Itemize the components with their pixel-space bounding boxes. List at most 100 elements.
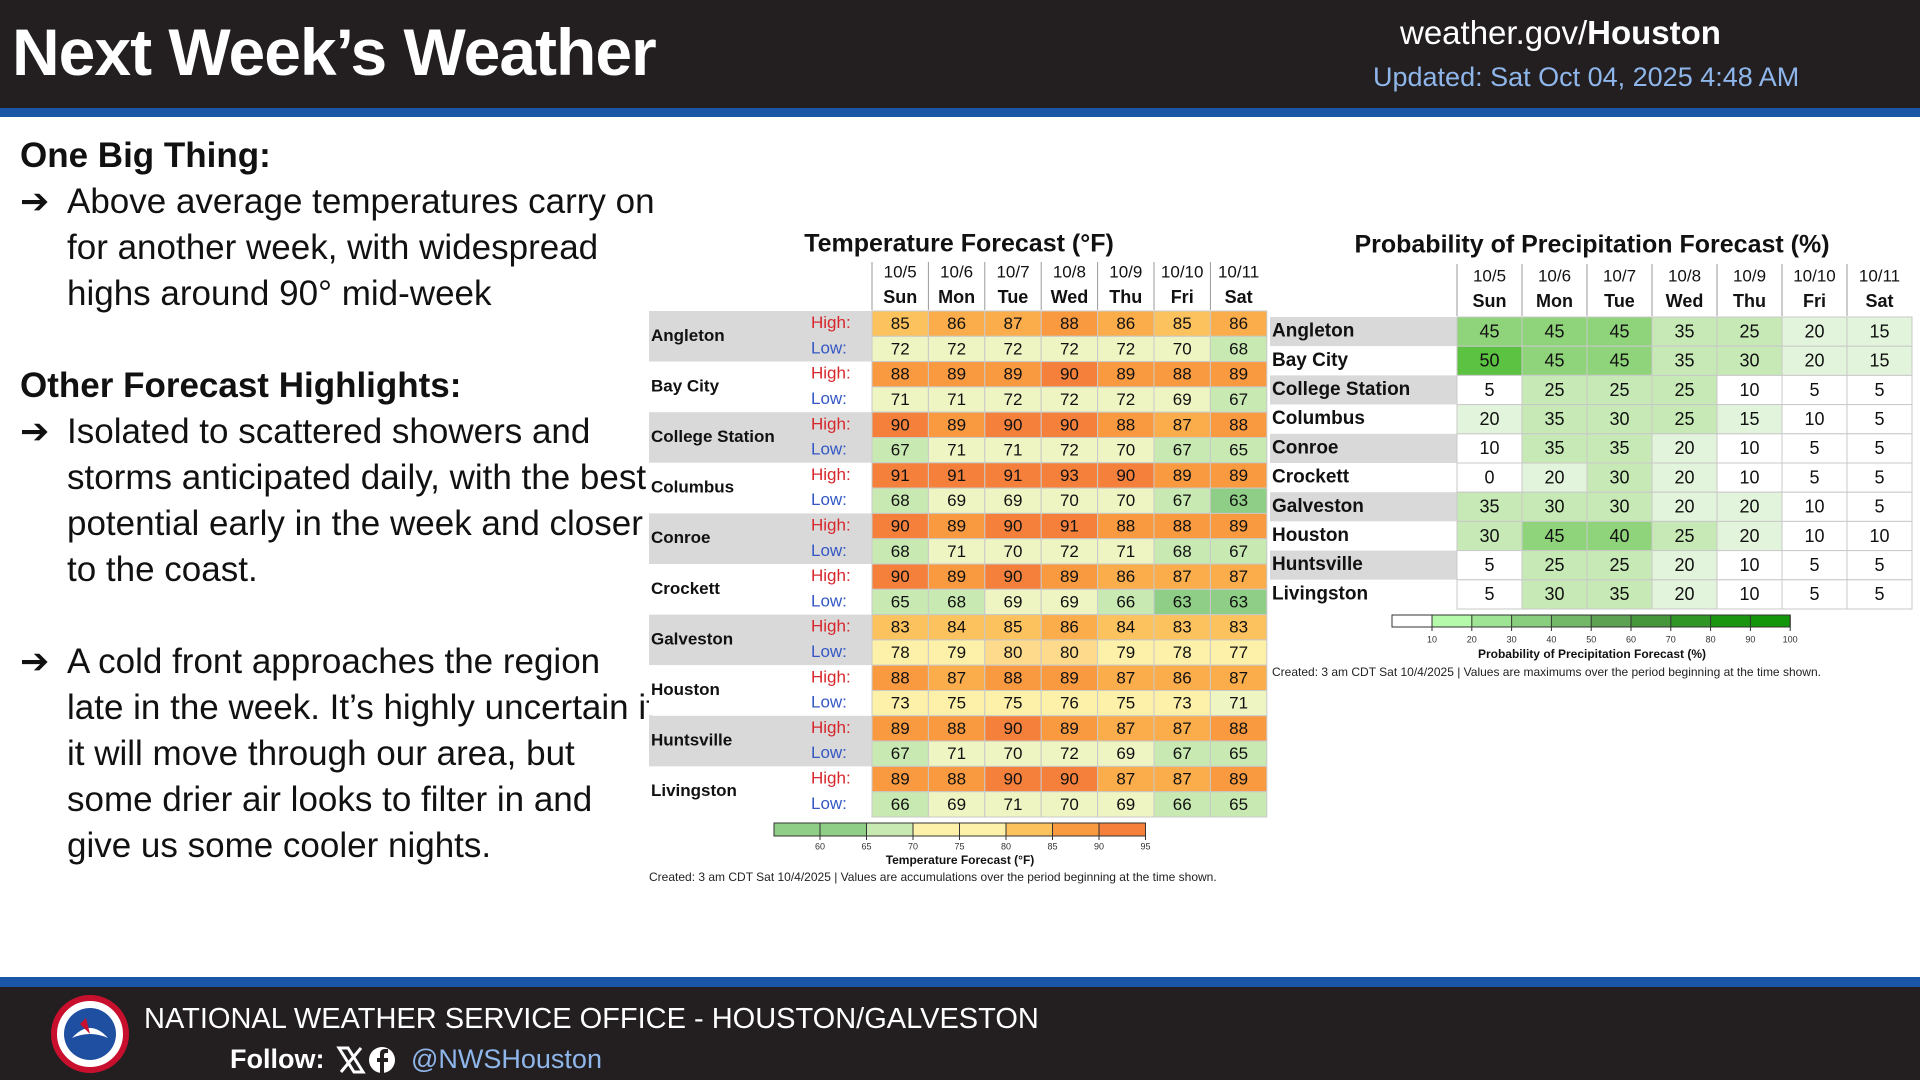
temp-cell	[927, 411, 986, 439]
social-icons[interactable]	[336, 1045, 396, 1075]
bullet-text: A cold front approaches the region late …	[67, 642, 656, 865]
temp-value: 88	[891, 668, 910, 687]
pop-cell	[1716, 579, 1783, 610]
high-label: High:	[811, 769, 851, 788]
day-label: Thu	[1109, 287, 1142, 307]
temp-value: 71	[947, 744, 966, 763]
temp-cell	[1153, 361, 1211, 388]
pop-value: 35	[1674, 351, 1694, 371]
temp-value: 65	[891, 592, 910, 611]
temp-value: 89	[891, 770, 910, 789]
city-name: Bay City	[1272, 350, 1348, 371]
temp-cell	[927, 765, 986, 793]
temp-cell	[1040, 639, 1099, 666]
pop-cell	[1521, 520, 1588, 552]
scale-tick-label: 90	[1745, 634, 1755, 644]
site-link[interactable]: weather.gov/Houston	[1400, 14, 1721, 52]
temp-cell	[927, 740, 986, 767]
temp-cell	[871, 765, 929, 793]
temp-cell	[871, 791, 929, 818]
temp-cell	[984, 437, 1042, 464]
date-label: 10/5	[884, 262, 917, 281]
temp-cell	[1097, 386, 1155, 413]
pop-cell	[1651, 345, 1718, 376]
temp-cell	[1097, 563, 1155, 590]
pop-cell	[1716, 345, 1783, 376]
temp-cell	[1040, 437, 1099, 464]
pop-cell	[1781, 433, 1848, 464]
pop-value: 15	[1869, 351, 1889, 371]
temp-cell	[1209, 740, 1268, 767]
temp-cell	[871, 614, 929, 641]
bullet: ➔ Isolated to scattered showers and storm…	[20, 409, 660, 593]
temp-cell	[1040, 411, 1099, 439]
temp-cell	[984, 740, 1042, 767]
temp-cell	[871, 639, 929, 666]
pop-value: 20	[1674, 467, 1694, 487]
pop-cell	[1586, 404, 1653, 435]
header-bar: Next Week’s Weather weather.gov/Houston …	[0, 0, 1920, 108]
high-label: High:	[811, 516, 851, 535]
temp-value: 71	[1004, 441, 1023, 460]
temp-value: 78	[1173, 643, 1192, 662]
day-label: Sun	[883, 287, 917, 307]
temp-cell	[1040, 664, 1099, 692]
temp-value: 69	[1116, 744, 1135, 763]
temp-cell	[927, 715, 986, 742]
temp-value: 90	[891, 415, 910, 434]
temp-cell	[871, 588, 929, 616]
city-row-bg	[649, 361, 872, 413]
bullet: ➔ A cold front approaches the region late…	[20, 639, 660, 869]
pop-cell	[1586, 462, 1653, 493]
scale-tick-label: 75	[954, 841, 964, 851]
pop-cell	[1586, 345, 1653, 376]
temp-value: 72	[1004, 339, 1023, 358]
date-label: 10/7	[1603, 266, 1636, 285]
day-label: Wed	[1051, 287, 1089, 307]
temp-value: 72	[1060, 744, 1079, 763]
scale-segment	[1511, 615, 1552, 627]
pop-value: 40	[1609, 526, 1629, 546]
city-name: Angleton	[1272, 321, 1354, 342]
pop-cell	[1846, 579, 1913, 610]
temp-cell	[1097, 487, 1155, 514]
pop-value: 50	[1479, 351, 1499, 371]
temp-cell	[984, 335, 1042, 363]
bullet-text: Above average temperatures carry on for …	[67, 182, 655, 313]
temp-cell	[1097, 437, 1155, 464]
pop-cell	[1651, 579, 1718, 610]
pop-value: 45	[1544, 321, 1564, 341]
temp-cell	[1209, 538, 1268, 565]
temp-cell	[1209, 563, 1268, 590]
pop-value: 25	[1544, 555, 1564, 575]
city-row-bg	[1270, 550, 1457, 580]
temp-cell	[871, 715, 929, 742]
temp-value: 69	[1004, 491, 1023, 510]
temp-value: 77	[1229, 643, 1248, 662]
pop-value: 5	[1809, 584, 1819, 604]
temp-value: 87	[1116, 719, 1135, 738]
temp-cell	[927, 386, 986, 413]
temp-value: 67	[891, 441, 910, 460]
temp-value: 67	[1173, 744, 1192, 763]
bullet-arrow: ➔	[20, 182, 50, 221]
temp-cell	[1097, 462, 1155, 489]
pop-value: 45	[1609, 351, 1629, 371]
day-label: Wed	[1666, 291, 1704, 311]
temp-value: 72	[1060, 542, 1079, 561]
date-label: 10/8	[1668, 266, 1701, 285]
temp-cell	[1040, 614, 1099, 641]
temp-cell	[927, 512, 986, 540]
social-handle[interactable]: @NWSHouston	[411, 1044, 602, 1074]
pop-cell	[1651, 316, 1718, 347]
pop-value: 5	[1874, 380, 1884, 400]
temp-value: 83	[1173, 618, 1192, 637]
city-name: Bay City	[651, 376, 720, 395]
temp-value: 89	[947, 517, 966, 536]
temp-value: 68	[1229, 339, 1248, 358]
city-name: Crockett	[651, 579, 720, 598]
pop-value: 45	[1479, 321, 1499, 341]
city-name: Livingston	[651, 781, 737, 800]
pop-value: 5	[1874, 584, 1884, 604]
temp-cell	[1040, 310, 1099, 337]
